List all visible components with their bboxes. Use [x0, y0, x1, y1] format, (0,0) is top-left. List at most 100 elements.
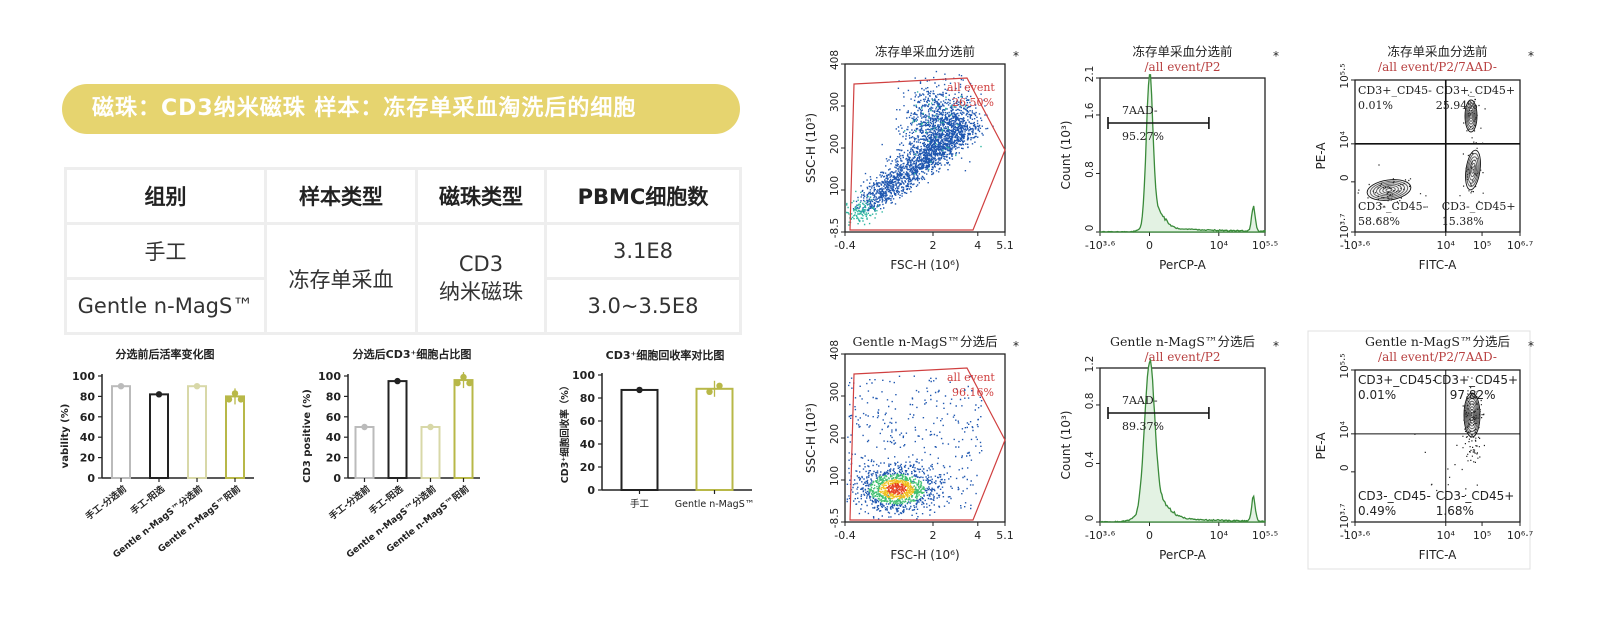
x-tick-label: 手工-分选前 [83, 483, 129, 522]
quadrant-label: CD3-_CD45+ [1442, 200, 1516, 213]
quadrant-label: CD3+_CD45- [1358, 84, 1432, 97]
fsc-ssc-plot-after: -8.5 100 200 300 408 -0.4 2 4 5.1 FSC-H (10⁶) SSC-… [804, 334, 1019, 562]
contour-ring [1466, 104, 1476, 128]
data-point [361, 423, 368, 431]
x-tick-label: 10⁶·⁷ [1507, 529, 1533, 542]
gate-percent: 89.37% [1122, 420, 1164, 433]
bar [149, 393, 169, 479]
contour-ring [1464, 99, 1478, 133]
panel-border [1307, 330, 1531, 570]
x-tick-label: -10³·⁶ [1340, 529, 1371, 542]
info-table: 组别 样本类型 磁珠类型 PBMC细胞数 手工 冻存单采血 CD3 纳米磁珠 3… [64, 167, 742, 335]
y-tick-label: 300 [829, 382, 841, 402]
y-tick-label: -10³·⁷ [1339, 504, 1351, 533]
x-tick-label: 4 [974, 239, 981, 252]
row-count: 3.0~3.5E8 [544, 277, 742, 335]
y-tick-label: 20 [326, 452, 342, 465]
y-tick-label: 80 [80, 390, 96, 403]
gate-polygon [849, 77, 1006, 231]
data-point [394, 377, 401, 385]
plot-title-gate: /all event/P2/7AAD- [1378, 60, 1497, 74]
y-tick-label: 0 [87, 472, 95, 485]
plot-title-gate: /all event/P2 [1145, 350, 1221, 364]
y-tick-label: 10⁵·⁵ [1339, 353, 1351, 378]
contour-ring [1385, 188, 1393, 192]
asterisk-mark: * [1528, 49, 1534, 63]
y-axis-label: Count (10³) [1059, 121, 1073, 190]
row-count: 3.1E8 [544, 222, 742, 280]
plot-title-gate: /all event/P2 [1145, 60, 1221, 74]
plot-frame [1099, 77, 1266, 233]
y-tick-label: 0 [1339, 174, 1351, 181]
x-tick-label: 10⁵·⁵ [1252, 239, 1278, 252]
quadrant-percent: 0.01% [1358, 388, 1396, 402]
fitc-pe-quadrant-after: -10³·⁷ 0 10⁴ 10⁵·⁵ -10³·⁶ 10⁴ 10⁵ 10⁶·⁷ FITC-A PE… [1307, 330, 1534, 570]
y-tick-label: 0 [1084, 225, 1096, 232]
plot-frame [1354, 369, 1521, 523]
plot-title-main: Gentle n-MagS™分选后 [1365, 334, 1510, 349]
x-tick-label: 5.1 [996, 529, 1014, 542]
y-tick-label: 0.4 [1084, 451, 1096, 468]
y-axis-label: vability (%) [60, 404, 71, 469]
plot-title-main: 冻存单采血分选前 [875, 44, 975, 59]
contour-ring [1366, 179, 1412, 201]
header-pbmc-count: PBMC细胞数 [544, 167, 742, 225]
y-tick-label: 0 [1339, 464, 1351, 471]
gate-label: all event [947, 371, 995, 384]
header-bead-type: 磁珠类型 [415, 167, 547, 225]
plot-title: Gentle n-MagS™分选后 [1110, 334, 1255, 349]
quadrant-percent: 97.82% [1450, 388, 1496, 402]
y-tick-label: 60 [326, 411, 342, 424]
x-tick-label: 10⁴ [1210, 239, 1229, 252]
y-tick-label: 1.6 [1084, 102, 1096, 119]
row-group: 手工 [64, 222, 267, 280]
cd3-positive-bar-chart: 分选后CD3⁺细胞占比图 CD3 positive (%) 0 20 40 60 80 1… [302, 347, 480, 560]
plot-title: 冻存单采血分选前 [1387, 44, 1487, 59]
x-tick-label: 手工-阳选 [128, 483, 167, 517]
y-tick-label: 40 [80, 431, 96, 444]
data-point [716, 382, 723, 389]
event-dots [1357, 91, 1486, 220]
quadrant-label: CD3+_CD45+ [1434, 373, 1518, 387]
histogram-curve [1100, 358, 1266, 523]
x-axis-label: FSC-H (10⁶) [890, 258, 959, 272]
y-tick-label: 80 [326, 390, 342, 403]
x-tick-label: 10⁵ [1473, 239, 1491, 252]
data-point [155, 391, 163, 398]
x-axis-label: FITC-A [1419, 258, 1458, 272]
y-tick-label: 80 [580, 392, 596, 405]
chart-title: 分选前后活率变化图 [116, 347, 215, 361]
plot-title-main: Gentle n-MagS™分选后 [1110, 334, 1255, 349]
viability-bar-chart: 分选前后活率变化图 vability (%) 0 20 40 60 80 100 手工-分选… [60, 347, 254, 560]
chart-title: 分选后CD3⁺细胞占比图 [353, 347, 472, 361]
y-tick-label: 40 [580, 438, 596, 451]
cell-bead-type: CD3 纳米磁珠 [415, 222, 547, 335]
y-tick-label: 0 [1084, 515, 1096, 522]
quadrant-label: CD3+_CD45- [1358, 373, 1437, 387]
x-tick-label: 10⁴ [1437, 239, 1456, 252]
quadrant-percent: 25.94% [1436, 99, 1478, 112]
data-point [454, 379, 461, 387]
y-tick-label: 2.1 [1084, 66, 1096, 83]
y-tick-label: 0 [333, 472, 341, 485]
y-axis-label: Count (10³) [1059, 411, 1073, 480]
gate-percent: 96.16% [952, 386, 994, 399]
x-tick-label: 10⁵ [1473, 529, 1491, 542]
y-tick-label: 10⁴ [1339, 421, 1351, 439]
x-tick-label: -10³·⁶ [1340, 239, 1371, 252]
gate-percent: 26.50% [952, 96, 994, 109]
data-point [706, 388, 713, 395]
y-tick-label: 20 [580, 461, 596, 474]
contour-ring [1469, 112, 1473, 120]
x-tick-label: 10⁶·⁷ [1507, 239, 1533, 252]
y-axis-label: SSC-H (10³) [804, 113, 818, 183]
y-axis-label: SSC-H (10³) [804, 403, 818, 473]
bar [695, 387, 734, 491]
event-dots [1414, 376, 1485, 499]
bar [453, 379, 474, 479]
gate-label: 7AAD- [1122, 394, 1158, 407]
y-tick-label: 100 [318, 370, 341, 383]
cell-sample-type: 冻存单采血 [264, 222, 418, 335]
y-axis-label: PE-A [1314, 432, 1328, 460]
bar [387, 380, 408, 479]
